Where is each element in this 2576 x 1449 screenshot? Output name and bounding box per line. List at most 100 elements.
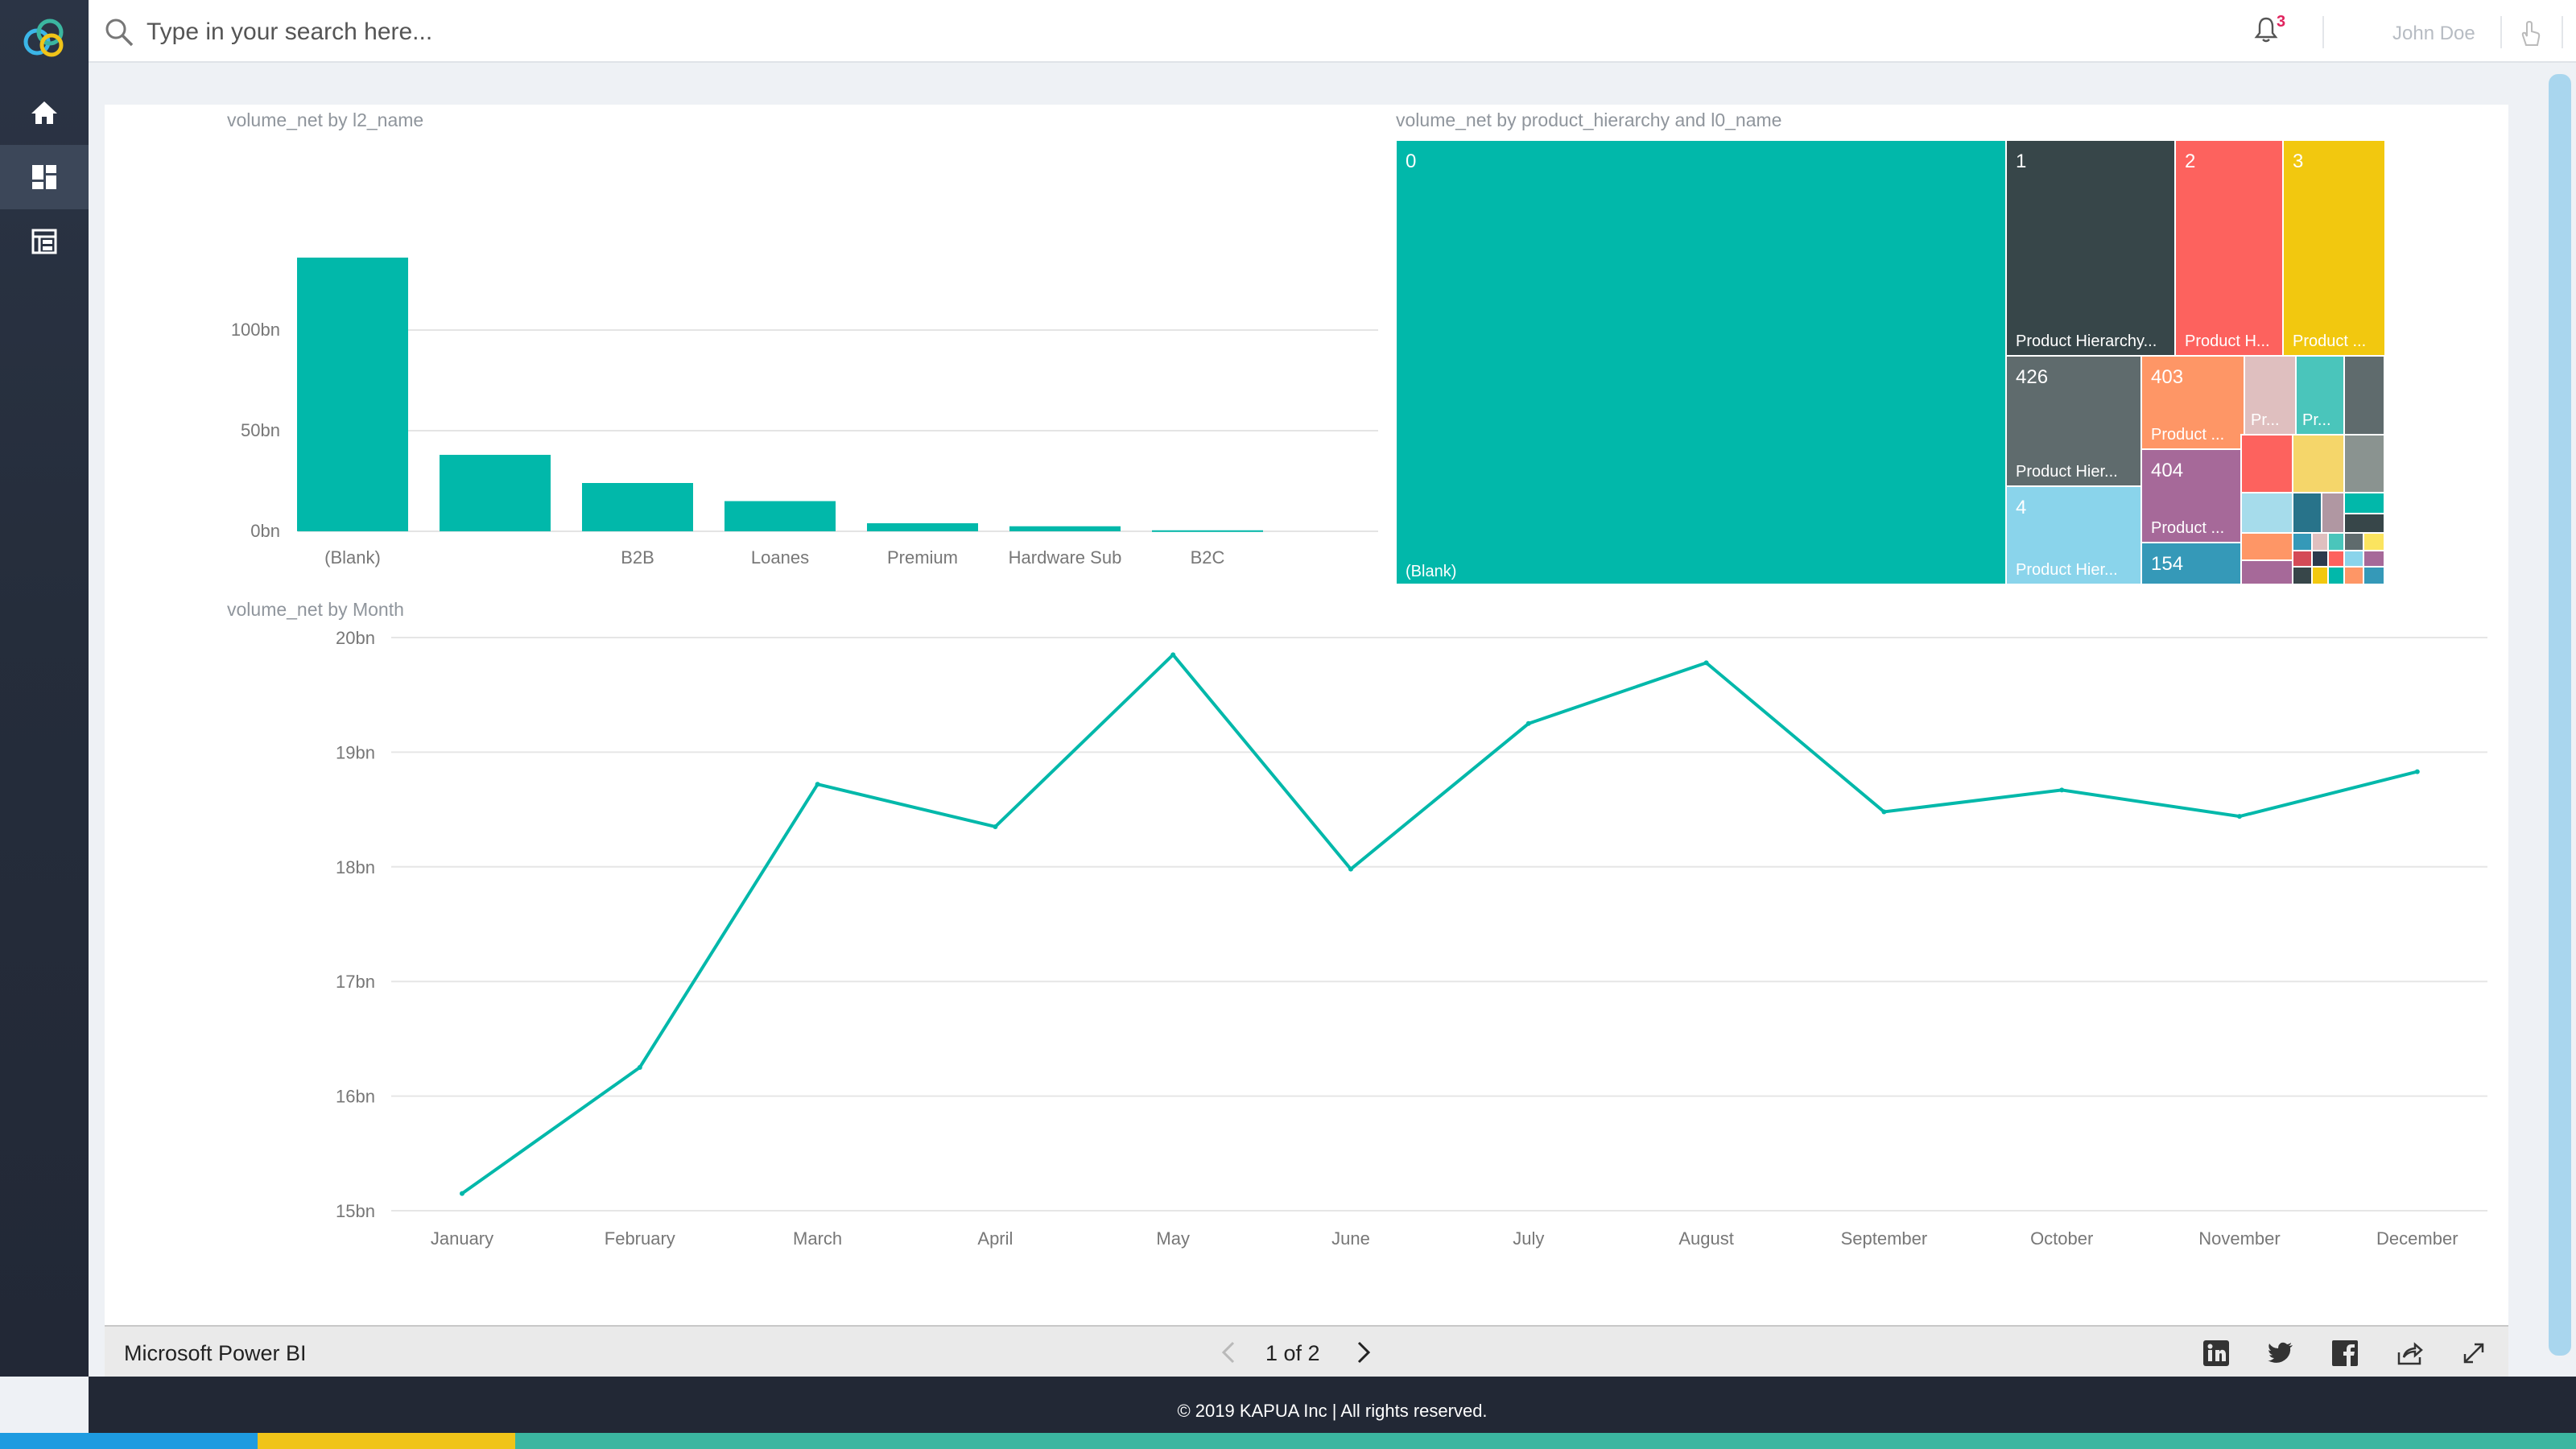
- line-point[interactable]: [2237, 814, 2242, 819]
- treemap-tile[interactable]: [2327, 550, 2345, 568]
- treemap-tile[interactable]: [2005, 140, 2176, 357]
- x-tick-label: Hardware Sub: [1009, 547, 1122, 568]
- treemap-tile[interactable]: [2311, 550, 2329, 568]
- bar[interactable]: [440, 455, 551, 531]
- line-point[interactable]: [2414, 769, 2420, 774]
- share-icon[interactable]: [2394, 1338, 2425, 1368]
- treemap-tile[interactable]: [2240, 434, 2293, 493]
- notification-count-badge: 3: [2277, 13, 2286, 31]
- treemap-tile[interactable]: [2292, 492, 2322, 534]
- notifications-button[interactable]: 3: [2254, 13, 2302, 48]
- line-series[interactable]: [460, 652, 2418, 1195]
- treemap-tile[interactable]: [2295, 355, 2348, 436]
- line-point[interactable]: [1881, 809, 1887, 815]
- bar[interactable]: [297, 258, 408, 531]
- username[interactable]: John Doe: [2392, 23, 2475, 44]
- report-canvas: volume_net by l2_name 0bn 50bn 100bn (Blank…: [105, 105, 2508, 1325]
- treemap-tile[interactable]: [2240, 492, 2293, 534]
- previous-page-button[interactable]: [1216, 1338, 1245, 1367]
- x-tick-label: December: [2376, 1228, 2458, 1249]
- treemap-tile[interactable]: [2363, 566, 2384, 584]
- treemap-tile[interactable]: [2311, 532, 2329, 551]
- line-point[interactable]: [460, 1191, 464, 1196]
- treemap-tile[interactable]: [2343, 550, 2364, 568]
- x-tick-label: July: [1513, 1228, 1544, 1249]
- divider: [2322, 16, 2324, 48]
- treemap-tile[interactable]: [2140, 355, 2245, 450]
- treemap-tile[interactable]: [1396, 140, 2007, 584]
- top-bar: 3 John Doe logout: [89, 0, 2576, 63]
- line-point[interactable]: [815, 782, 820, 787]
- dashboard-icon: [32, 165, 56, 189]
- line-point[interactable]: [1703, 660, 1709, 666]
- bar[interactable]: [724, 501, 836, 532]
- treemap-tile-label: Pr...: [2302, 411, 2331, 429]
- treemap-tile[interactable]: [2292, 434, 2345, 493]
- line-point[interactable]: [993, 824, 998, 829]
- color-strip-segment: [258, 1433, 515, 1449]
- treemap-tile[interactable]: [2343, 492, 2384, 514]
- powerbi-brand[interactable]: Microsoft Power BI: [124, 1341, 307, 1365]
- treemap-tile[interactable]: [2140, 448, 2245, 543]
- bar[interactable]: [582, 483, 693, 531]
- treemap-tile[interactable]: [2240, 532, 2293, 561]
- touch-hand-icon[interactable]: [2516, 18, 2544, 48]
- line-point[interactable]: [637, 1065, 642, 1070]
- treemap-tile[interactable]: [2363, 532, 2384, 551]
- treemap-tile[interactable]: [2292, 532, 2313, 551]
- facebook-icon[interactable]: [2330, 1338, 2360, 1368]
- treemap-tile[interactable]: [2321, 492, 2345, 534]
- treemap-tile[interactable]: [2363, 550, 2384, 568]
- treemap-tile[interactable]: [2327, 532, 2345, 551]
- copyright-text: © 2019 KAPUA Inc | All rights reserved.: [1177, 1401, 1488, 1421]
- line-point[interactable]: [2059, 787, 2065, 793]
- vertical-scrollbar[interactable]: [2549, 74, 2571, 1356]
- x-tick-label: April: [977, 1228, 1013, 1249]
- treemap-tile[interactable]: [2327, 566, 2345, 584]
- treemap-tile[interactable]: [2174, 140, 2284, 357]
- line-point[interactable]: [1348, 866, 1353, 872]
- treemap-tile-value: 403: [2151, 366, 2183, 388]
- color-strip: [0, 1433, 2576, 1449]
- treemap-tile-label: (Blank): [1406, 563, 1456, 580]
- app-logo-icon[interactable]: [18, 11, 71, 64]
- search-input[interactable]: [145, 11, 873, 53]
- treemap-tile[interactable]: [2343, 532, 2364, 551]
- color-strip-segment: [515, 1433, 2576, 1449]
- bar[interactable]: [1152, 530, 1263, 532]
- bar[interactable]: [867, 523, 978, 531]
- y-tick-label: 16bn: [336, 1087, 375, 1107]
- treemap-tile-label: Product ...: [2151, 426, 2224, 444]
- treemap-tile-label: Product Hierarchy...: [2016, 332, 2157, 350]
- fullscreen-icon[interactable]: [2458, 1338, 2489, 1368]
- treemap-tile[interactable]: [2343, 434, 2384, 493]
- next-page-button[interactable]: [1349, 1338, 1378, 1367]
- twitter-icon[interactable]: [2265, 1338, 2296, 1368]
- x-tick-label: B2B: [621, 547, 654, 568]
- treemap-tile[interactable]: [2311, 566, 2329, 584]
- treemap-tile[interactable]: [2005, 485, 2142, 584]
- treemap-tile[interactable]: [2343, 566, 2364, 584]
- bar[interactable]: [1009, 526, 1121, 531]
- treemap-tile[interactable]: [2292, 550, 2313, 568]
- treemap-tile[interactable]: [2244, 355, 2297, 436]
- linkedin-icon[interactable]: [2201, 1338, 2231, 1368]
- treemap-tile[interactable]: [2140, 542, 2245, 584]
- treemap-tile[interactable]: [2240, 559, 2293, 584]
- x-tick-label: September: [1841, 1228, 1928, 1249]
- treemap-tile[interactable]: [2343, 355, 2384, 436]
- line-point[interactable]: [1525, 720, 1531, 726]
- sidebar-item-home[interactable]: [0, 80, 89, 145]
- sidebar-item-reports[interactable]: [0, 209, 89, 274]
- x-tick-label: October: [2030, 1228, 2093, 1249]
- treemap-tile[interactable]: [2343, 513, 2384, 534]
- line-point[interactable]: [1170, 652, 1176, 658]
- x-tick-label: B2C: [1191, 547, 1225, 568]
- y-tick-label: 17bn: [336, 972, 375, 992]
- treemap-tile[interactable]: [2292, 566, 2313, 584]
- treemap-tile[interactable]: [2005, 355, 2142, 487]
- treemap-tile-value: 3: [2293, 151, 2303, 172]
- treemap-tile[interactable]: [2282, 140, 2384, 357]
- x-tick-label: March: [793, 1228, 842, 1249]
- sidebar-item-dashboard[interactable]: [0, 145, 89, 209]
